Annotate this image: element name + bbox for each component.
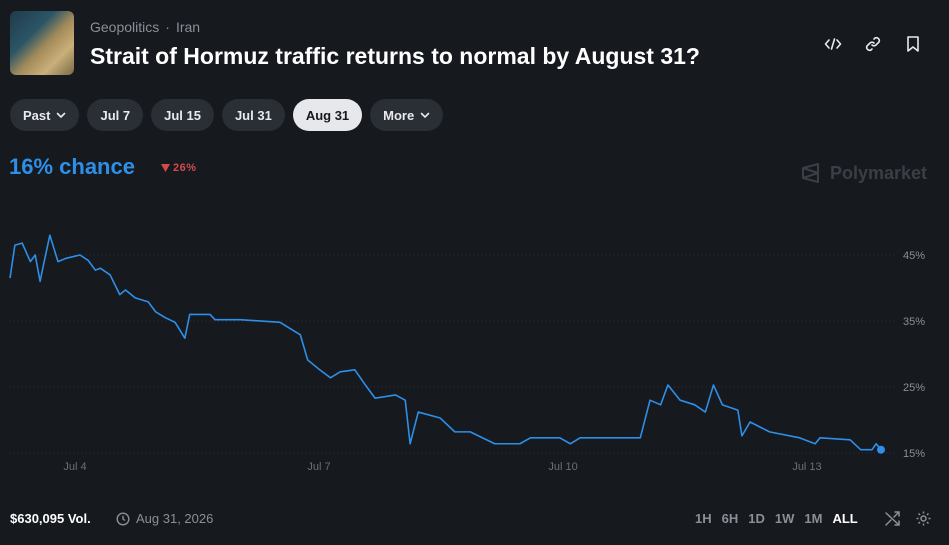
date-tab[interactable]: Jul 7 — [87, 99, 144, 131]
brand: Polymarket — [800, 162, 927, 184]
bookmark-icon[interactable] — [904, 35, 922, 53]
y-tick-label: 15% — [903, 448, 925, 460]
range-button[interactable]: 1D — [748, 511, 765, 526]
embed-icon[interactable] — [824, 35, 842, 53]
y-tick-label: 25% — [903, 382, 925, 394]
shuffle-icon[interactable] — [884, 510, 901, 527]
x-tick-label: Jul 4 — [63, 461, 86, 473]
current-point — [877, 445, 885, 454]
separator: · — [165, 19, 170, 35]
range-button[interactable]: ALL — [832, 511, 858, 526]
x-tick-label: Jul 10 — [548, 461, 577, 473]
breadcrumb-item[interactable]: Iran — [175, 19, 201, 35]
settings-icon[interactable] — [915, 510, 932, 527]
breadcrumb-item[interactable]: Geopolitics — [90, 19, 160, 35]
y-tick-label: 45% — [903, 250, 925, 262]
date-tab[interactable]: Aug 31 — [292, 99, 363, 131]
brand-name: Polymarket — [830, 162, 928, 183]
range-selector: 1H 6H 1D 1W 1M ALL — [690, 510, 863, 528]
x-tick-label: Jul 7 — [307, 461, 330, 473]
change: 26% — [161, 162, 197, 174]
header-actions — [824, 35, 922, 53]
breadcrumb: Geopolitics · Iran — [90, 19, 200, 35]
date-tab[interactable]: Jul 31 — [221, 99, 285, 131]
date-tab[interactable]: Past — [10, 99, 80, 131]
tab-label: Past — [23, 107, 51, 123]
tab-label: Jul 15 — [164, 107, 201, 123]
market-title: Strait of Hormuz traffic returns to norm… — [90, 43, 700, 69]
range-button[interactable]: 1H — [695, 511, 712, 526]
brand-logo — [802, 163, 819, 183]
end-date: Aug 31, 2026 — [116, 511, 213, 526]
down-icon — [161, 164, 170, 172]
tab-label: Aug 31 — [305, 107, 350, 123]
y-tick-label: 35% — [903, 316, 925, 328]
change-value: 26% — [173, 162, 197, 174]
tab-label: Jul 31 — [234, 107, 272, 123]
range-button[interactable]: 1W — [774, 511, 795, 526]
x-tick-label: Jul 13 — [792, 461, 821, 473]
volume: $630,095 Vol. — [10, 511, 91, 526]
price-line — [9, 234, 882, 451]
chance: 16% chance — [9, 154, 135, 179]
range-button[interactable]: 1M — [804, 511, 823, 526]
tab-label: More — [383, 107, 415, 123]
date-tabs: Past Jul 7 Jul 15 Jul 31 Aug 31 More — [10, 99, 444, 131]
clock-icon — [116, 511, 130, 526]
range-button[interactable]: 6H — [721, 511, 739, 526]
chevron — [420, 112, 430, 119]
tab-label: Jul 7 — [100, 107, 131, 123]
date-tab[interactable]: More — [370, 99, 444, 131]
end-date-text: Aug 31, 2026 — [136, 511, 214, 526]
date-tab[interactable]: Jul 15 — [151, 99, 214, 131]
market-image — [10, 11, 74, 75]
link-icon[interactable] — [864, 35, 882, 53]
chevron — [57, 112, 66, 119]
chart-actions — [884, 510, 932, 527]
